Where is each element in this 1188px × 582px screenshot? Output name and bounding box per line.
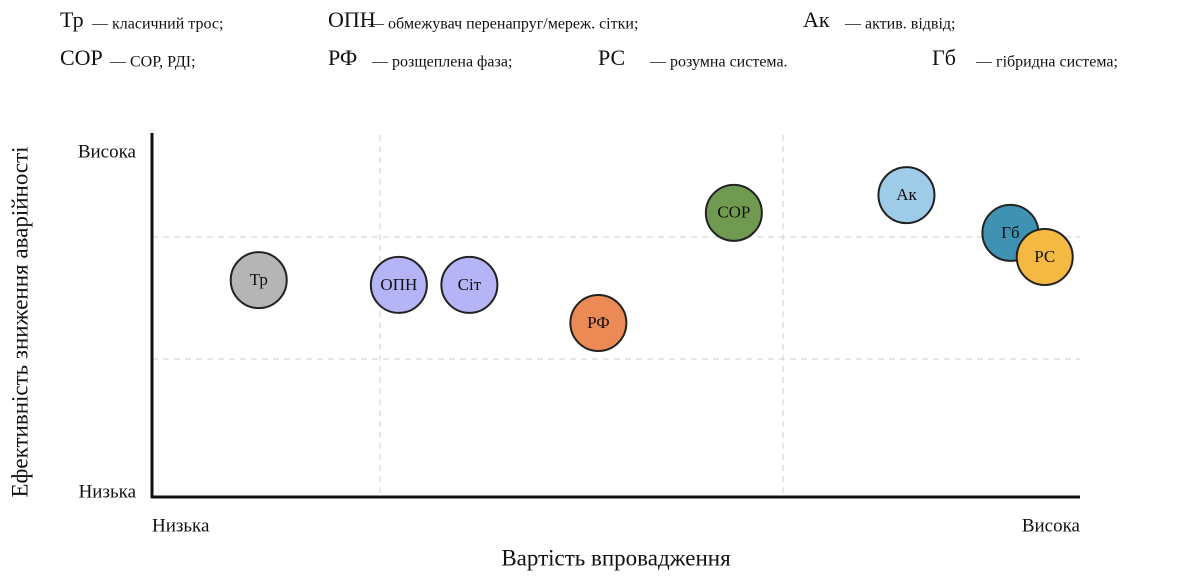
point <box>877 166 936 225</box>
legend-text: — гібридна система; <box>975 54 1118 71</box>
legend-code: РС <box>598 45 625 70</box>
legend-code: Тр <box>60 7 84 32</box>
legend-text: — розумна система. <box>649 54 788 71</box>
x-tick-label: Висока <box>1022 515 1081 536</box>
point-label: Тр <box>250 270 268 289</box>
legend-text: — СОР, РДІ; <box>109 54 196 71</box>
legend-text: — актив. відвід; <box>844 16 956 33</box>
point-label: РФ <box>587 313 610 332</box>
legend-text: — розщеплена фаза; <box>371 54 512 71</box>
x-tick-label: Низька <box>152 515 210 536</box>
legend-code: РФ <box>328 45 357 70</box>
point-label: Ак <box>896 185 917 204</box>
point-label: СОР <box>717 203 750 222</box>
y-tick-label: Висока <box>78 141 137 162</box>
point-label: ОПН <box>380 275 417 294</box>
point <box>229 251 288 310</box>
legend-code: Ак <box>803 7 830 32</box>
y-tick-label: Низька <box>79 481 137 502</box>
point-label: Сіт <box>458 275 482 294</box>
legend-text: — обмежувач перенапруг/мереж. сітки; <box>367 16 638 33</box>
point-label: Гб <box>1001 223 1019 242</box>
point <box>369 255 428 314</box>
legend-code: ОПН <box>328 7 376 32</box>
x-axis-label: Вартість впровадження <box>501 545 731 570</box>
legend-code: СОР <box>60 45 103 70</box>
point <box>569 294 628 352</box>
y-axis-label: Ефективність зниження аварійності <box>7 146 32 497</box>
point <box>704 183 763 242</box>
point-label: РС <box>1034 247 1055 266</box>
legend-text: — класичний трос; <box>91 16 223 33</box>
point <box>440 255 499 314</box>
legend-code: Гб <box>932 45 956 70</box>
point <box>1015 228 1074 287</box>
